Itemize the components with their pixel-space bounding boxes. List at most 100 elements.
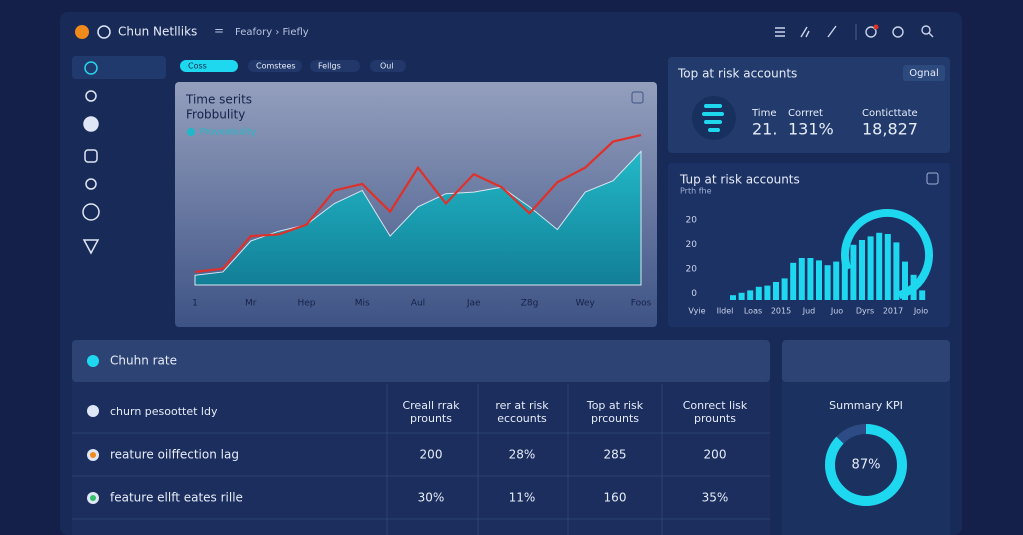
tab[interactable] <box>248 60 302 72</box>
nav-icon[interactable] <box>84 61 98 75</box>
table-panel <box>72 340 770 535</box>
bar <box>773 282 779 300</box>
x-tick-label: 1 <box>192 299 198 309</box>
x-tick-label: 2017 <box>883 307 903 316</box>
x-tick-label: Foos <box>631 299 652 309</box>
toolbar-icons <box>775 24 934 40</box>
tab[interactable] <box>370 60 406 72</box>
expand-icon[interactable] <box>631 91 644 104</box>
row-icon-dot <box>90 495 96 501</box>
app-name: Chun Netlliks <box>118 25 197 39</box>
bar <box>859 240 865 300</box>
y-tick-label: 20 <box>686 240 698 250</box>
column-header: prcounts <box>591 412 639 425</box>
x-tick-label: Z8g <box>521 299 539 309</box>
bar <box>884 234 891 300</box>
bar-title: Tup at risk accounts <box>679 173 800 187</box>
bar <box>824 265 831 300</box>
area <box>194 150 642 286</box>
row-icon-dot <box>90 452 96 458</box>
notify-icon[interactable] <box>865 26 877 38</box>
x-tick-label: Vyie <box>688 307 705 316</box>
bar <box>841 249 848 300</box>
pen-icon[interactable] <box>827 25 837 38</box>
legend-label: Proveobulity <box>200 128 257 138</box>
bar <box>910 274 917 300</box>
kpi-label: Time <box>751 108 776 119</box>
summary-panel <box>782 340 950 535</box>
kpi-label: Conticttate <box>862 108 918 119</box>
timeseries-title: Time serits <box>185 93 252 107</box>
tab-label[interactable]: Comstees <box>256 62 296 71</box>
kpi-button[interactable] <box>903 65 945 81</box>
kpi-value: 131% <box>788 120 834 139</box>
nav-icon[interactable] <box>82 203 100 221</box>
y-tick-label: 20 <box>686 216 698 226</box>
tab-label[interactable]: Coss <box>188 62 207 71</box>
table-icon <box>87 355 99 367</box>
nav-icon[interactable] <box>83 116 99 132</box>
x-tick-label: 2015 <box>771 307 791 316</box>
expand-icon[interactable] <box>926 172 939 185</box>
search-icon[interactable] <box>921 25 931 35</box>
column-header: eccounts <box>497 412 547 425</box>
bar <box>798 258 805 300</box>
table-cell: 35% <box>702 491 729 505</box>
legend-swatch <box>187 128 195 136</box>
bar <box>790 262 797 300</box>
table-header-band <box>72 340 770 382</box>
logo <box>75 25 89 39</box>
breadcrumb[interactable]: Feafory › Fiefly <box>235 27 309 38</box>
nav-icon[interactable] <box>84 149 98 163</box>
x-tick-label: Wey <box>576 299 596 309</box>
bar <box>816 260 822 300</box>
kpi-icon-bg <box>692 96 736 140</box>
column-header: prounts <box>410 412 452 425</box>
kpi-button-label[interactable]: Ognal <box>909 68 938 79</box>
table-cell: 30% <box>418 491 445 505</box>
summary-title: Summary KPI <box>829 399 903 412</box>
summary-header-band <box>782 340 950 382</box>
app-icon <box>97 25 111 39</box>
x-tick-label: Ildel <box>717 307 734 316</box>
kpi-value: 18,827 <box>862 120 918 139</box>
nav-icon[interactable] <box>85 90 97 102</box>
bar <box>893 242 900 300</box>
tab[interactable] <box>310 60 360 72</box>
row-label: feature ellft eates rille <box>110 491 243 505</box>
bar <box>781 278 788 300</box>
tab-active[interactable] <box>180 60 238 72</box>
column-header: Top at risk <box>586 399 644 412</box>
y-tick-label: 20 <box>686 265 698 275</box>
x-tick-label: Mis <box>355 299 370 309</box>
row-icon <box>87 405 99 417</box>
donut-arc <box>825 424 907 506</box>
list-icon[interactable] <box>775 27 785 37</box>
bar <box>747 290 754 300</box>
bar <box>833 261 840 300</box>
table-cell: 200 <box>704 448 727 462</box>
donut-label: 87% <box>852 458 881 473</box>
tab-label[interactable]: Fellgs <box>318 62 341 71</box>
sidebar-active[interactable] <box>72 56 166 79</box>
column-header: rer at risk <box>495 399 549 412</box>
table-cell: 28% <box>509 448 536 462</box>
tool-icon[interactable] <box>800 26 810 38</box>
bar <box>919 290 926 300</box>
kpi-label: Corrret <box>788 108 823 119</box>
notify-dot <box>873 24 879 30</box>
bar <box>867 236 874 300</box>
bar <box>902 261 908 300</box>
column-header: prounts <box>694 412 736 425</box>
timeseries-subtitle: Frobbulity <box>186 108 245 122</box>
bar <box>850 244 857 300</box>
kpi-value: 21. <box>752 120 777 139</box>
tab-label[interactable]: Oul <box>380 62 394 71</box>
smile-icon[interactable] <box>892 26 904 38</box>
nav-icon[interactable] <box>82 239 100 255</box>
table-cell: 11% <box>509 491 536 505</box>
nav-icon[interactable] <box>85 178 97 190</box>
menu-icon[interactable]: = <box>214 24 224 38</box>
bar <box>755 286 762 300</box>
